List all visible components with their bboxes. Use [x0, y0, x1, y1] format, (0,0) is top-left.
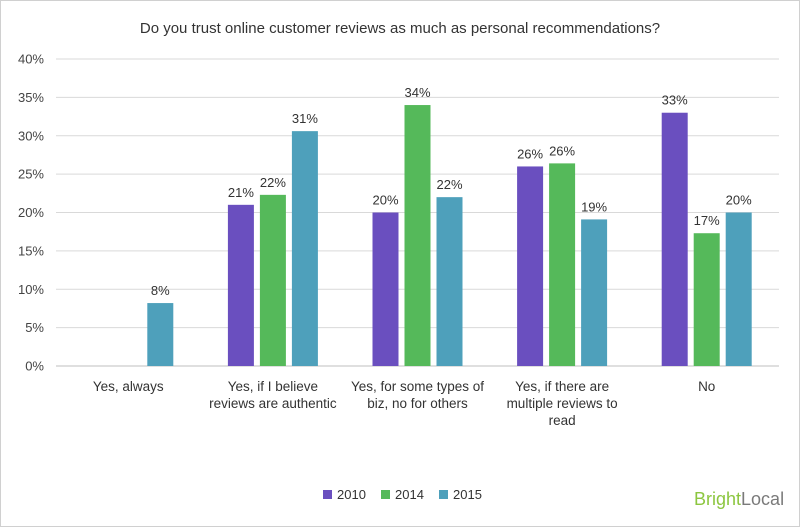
bar-2010 [517, 166, 544, 366]
legend: 2010 2014 2015 [323, 487, 482, 502]
data-label: 20% [372, 193, 398, 208]
legend-swatch [439, 490, 448, 499]
data-label: 17% [694, 213, 720, 228]
bars [147, 105, 752, 367]
legend-label: 2014 [395, 487, 424, 502]
data-labels: 21% 20% 26% 33% 22% 34% 26% 17% 8% 31% 22% 19% 20% [151, 85, 752, 298]
y-tick-label: 10% [18, 282, 44, 297]
legend-item-2010: 2010 [323, 487, 366, 502]
y-tick-label: 30% [18, 128, 44, 143]
legend-item-2014: 2014 [381, 487, 424, 502]
x-category-label: Yes, for some types of biz, no for others [351, 379, 484, 411]
data-label: 20% [726, 193, 752, 208]
bar-2014 [693, 233, 720, 366]
bar-2010 [372, 212, 399, 366]
svg-text:BrightLocal: BrightLocal [694, 489, 784, 509]
legend-swatch [381, 490, 390, 499]
x-category-label: No [698, 379, 715, 394]
x-category-label: Yes, if I believe reviews are authentic [209, 379, 337, 411]
data-label: 22% [436, 177, 462, 192]
data-label: 31% [292, 111, 318, 126]
y-tick-label: 35% [18, 90, 44, 105]
bar-2014 [259, 194, 286, 366]
bar-2014 [404, 105, 431, 367]
logo-part-bright: Bright [694, 489, 741, 509]
legend-label: 2010 [337, 487, 366, 502]
y-tick-label: 40% [18, 52, 44, 67]
x-axis: Yes, always Yes, if I believe reviews are … [93, 379, 715, 428]
y-axis: 0% 5% 10% 15% 20% 25% 30% 35% 40% [18, 52, 44, 374]
logo-part-local: Local [741, 489, 784, 509]
bar-2015 [725, 212, 752, 366]
legend-item-2015: 2015 [439, 487, 482, 502]
brightlocal-logo: BrightLocal [694, 489, 784, 509]
bar-2015 [291, 131, 318, 366]
bar-2010 [661, 112, 688, 366]
data-label: 33% [662, 93, 688, 108]
y-tick-label: 20% [18, 205, 44, 220]
data-label: 34% [404, 85, 430, 100]
data-label: 8% [151, 283, 170, 298]
legend-label: 2015 [453, 487, 482, 502]
bar-2015 [581, 219, 608, 366]
chart-title: Do you trust online customer reviews as … [140, 20, 660, 37]
bar-2015 [147, 303, 174, 366]
y-tick-label: 5% [25, 320, 44, 335]
x-category-label: Yes, if there are multiple reviews to read [507, 379, 618, 428]
bar-2015 [436, 197, 463, 366]
data-label: 26% [549, 143, 575, 158]
y-tick-label: 0% [25, 359, 44, 374]
y-tick-label: 25% [18, 167, 44, 182]
data-label: 26% [517, 146, 543, 161]
data-label: 21% [228, 185, 254, 200]
y-tick-label: 15% [18, 243, 44, 258]
bar-2010 [227, 204, 254, 366]
bar-2014 [549, 163, 576, 366]
x-category-label: Yes, always [93, 379, 164, 394]
data-label: 22% [260, 175, 286, 190]
data-label: 19% [581, 199, 607, 214]
legend-swatch [323, 490, 332, 499]
